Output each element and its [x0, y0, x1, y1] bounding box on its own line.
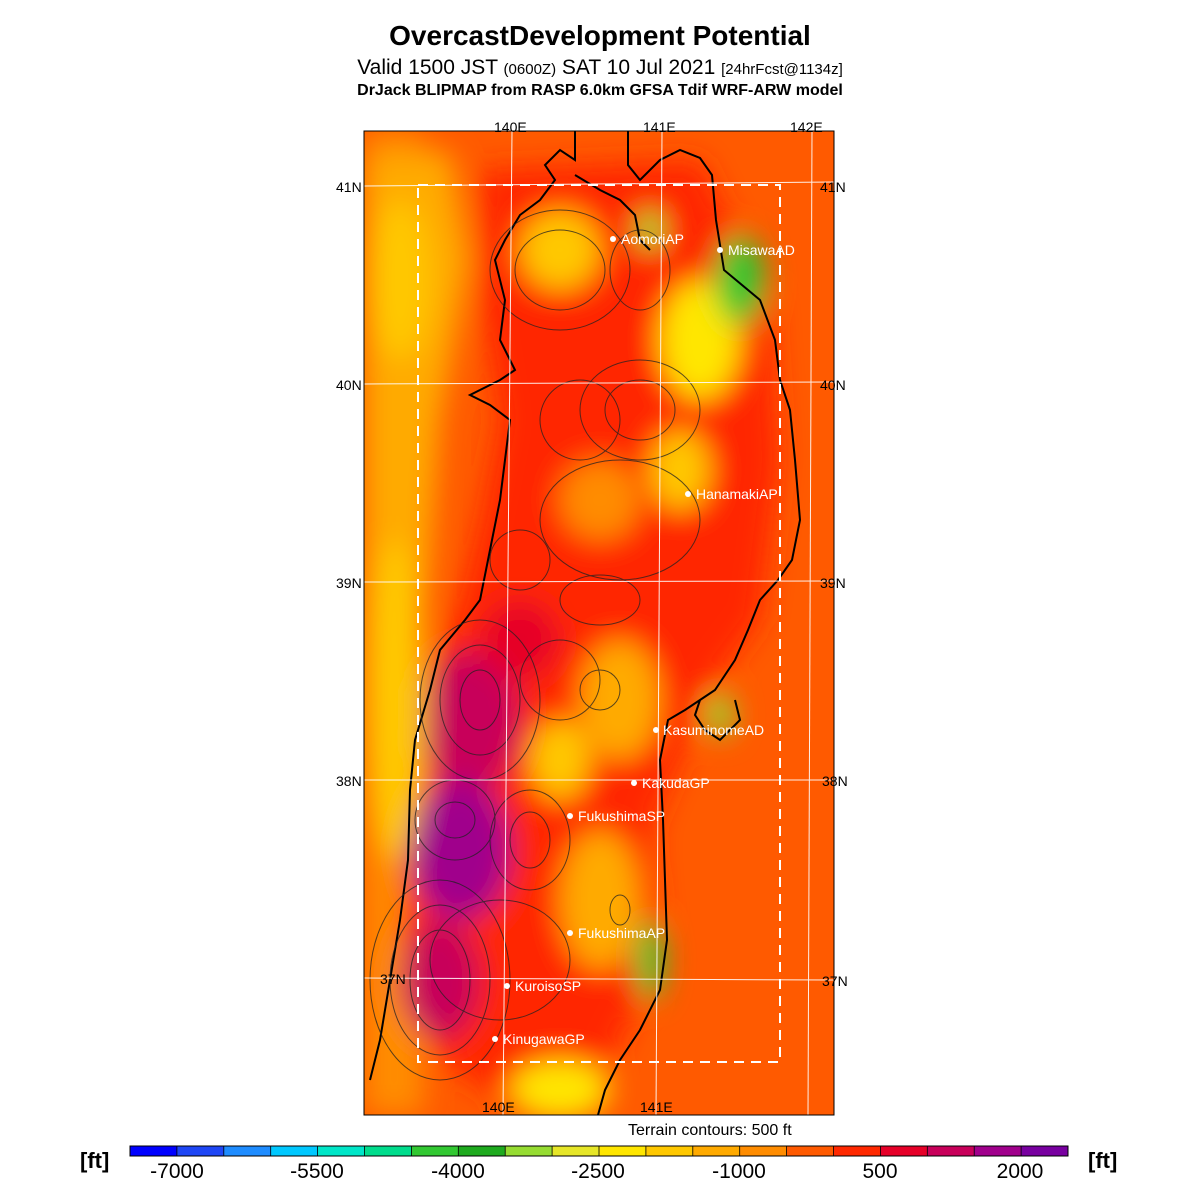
station-kinugawagp: KinugawaGP	[492, 1031, 585, 1047]
lat-label-right: 41N	[820, 179, 846, 195]
station-label: KasuminomeAD	[663, 722, 764, 738]
station-aomoriap: AomoriAP	[610, 231, 684, 247]
station-label: FukushimaSP	[578, 808, 665, 824]
lat-label-right: 38N	[822, 773, 848, 789]
station-fukushimasp: FukushimaSP	[567, 808, 665, 824]
station-misawaad: MisawaAD	[717, 242, 795, 258]
lon-label-bottom: 140E	[482, 1099, 515, 1115]
unit-label-left: [ft]	[80, 1148, 110, 1173]
colorbar-swatch	[692, 1146, 741, 1156]
forecast-info: [24hrFcst@1134z]	[721, 61, 843, 78]
map-frame	[363, 130, 835, 1116]
colorbar-swatch	[364, 1146, 412, 1156]
lat-label-left: 39N	[336, 575, 362, 591]
lon-label-top: 140E	[494, 119, 527, 135]
station-label: AomoriAP	[621, 231, 684, 247]
colorbar-swatch	[599, 1146, 647, 1156]
colorbar-swatch	[786, 1146, 834, 1156]
station-kuroisosp: KuroisoSP	[504, 978, 581, 994]
legend-tick: 500	[862, 1160, 898, 1183]
station-fukushimaap: FukushimaAP	[567, 925, 665, 941]
station-label: KinugawaGP	[503, 1031, 585, 1047]
colorbar-swatch	[833, 1146, 881, 1156]
valid-date: SAT 10 Jul 2021	[561, 56, 716, 79]
colorbar-swatch	[223, 1146, 272, 1156]
colorbar-swatch	[552, 1146, 600, 1156]
terrain-contours	[369, 209, 701, 1081]
station-label: KakudaGP	[642, 775, 710, 791]
field-layer	[364, 131, 834, 1115]
stations: AomoriAP MisawaAD HanamakiAP KasuminomeA…	[492, 231, 795, 1047]
colorbar-swatch	[927, 1146, 975, 1156]
colorbar-swatch	[645, 1146, 694, 1156]
map-subtitle: Valid 1500 JST (0600Z) SAT 10 Jul 2021 […	[0, 56, 1200, 80]
colorbar-swatch	[176, 1146, 225, 1156]
colorbar-swatch	[1021, 1146, 1069, 1156]
coastline	[369, 131, 802, 1115]
colorbar-swatch	[458, 1146, 506, 1156]
lat-lon-grid	[363, 130, 835, 1116]
lat-label-right: 40N	[820, 377, 846, 393]
valid-time: Valid 1500 JST	[357, 56, 498, 79]
lat-label-left: 37N	[380, 971, 406, 987]
colorbar-swatch	[270, 1146, 319, 1156]
legend-tick: -4000	[431, 1160, 485, 1183]
map-title: OvercastDevelopment Potential	[389, 20, 811, 51]
utc-time: (0600Z)	[503, 61, 557, 78]
colorbar-swatch	[739, 1146, 788, 1156]
lat-label-left: 40N	[336, 377, 362, 393]
station-label: FukushimaAP	[578, 925, 665, 941]
station-hanamakiap: HanamakiAP	[685, 486, 778, 502]
station-kasuminomead: KasuminomeAD	[653, 722, 764, 738]
colorbar-swatch	[130, 1146, 178, 1156]
grid-labels: 140E 141E 142E 140E 141E 41N 40N 39N 38N…	[336, 119, 848, 1115]
colorbar-swatch	[411, 1146, 459, 1156]
colorbar-swatch	[317, 1146, 365, 1156]
legend-tick: -7000	[150, 1160, 204, 1183]
lat-label-left: 41N	[336, 179, 362, 195]
unit-label-right: [ft]	[1088, 1148, 1118, 1173]
colorbar-swatch	[505, 1146, 553, 1156]
station-label: KuroisoSP	[515, 978, 581, 994]
inner-domain-box	[417, 184, 781, 1063]
lon-label-top: 141E	[643, 119, 676, 135]
terrain-note: Terrain contours: 500 ft	[628, 1122, 792, 1139]
lat-label-left: 38N	[336, 773, 362, 789]
legend-tick: -1000	[712, 1160, 766, 1183]
lat-label-right: 37N	[822, 973, 848, 989]
colorbar-swatch	[880, 1146, 928, 1156]
colorbar	[129, 1145, 1069, 1157]
legend-tick: 2000	[996, 1160, 1044, 1183]
station-kakudagp: KakudaGP	[631, 775, 710, 791]
legend-tick: -5500	[290, 1160, 344, 1183]
legend-tick: -2500	[571, 1160, 625, 1183]
lon-label-top: 142E	[790, 119, 823, 135]
station-label: MisawaAD	[728, 242, 795, 258]
lat-label-right: 39N	[820, 575, 846, 591]
lon-label-bottom: 141E	[640, 1099, 673, 1115]
model-description: DrJack BLIPMAP from RASP 6.0km GFSA Tdif…	[357, 82, 843, 99]
colorbar-swatch	[974, 1146, 1022, 1156]
station-label: HanamakiAP	[696, 486, 778, 502]
